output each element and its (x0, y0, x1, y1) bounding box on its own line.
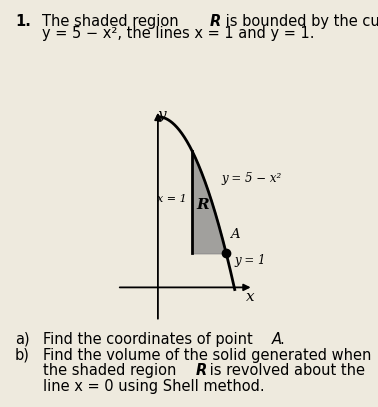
Text: R: R (197, 199, 209, 212)
Text: The shaded region: The shaded region (42, 14, 183, 29)
Text: x = 1: x = 1 (157, 194, 187, 204)
Text: y = 1: y = 1 (235, 254, 266, 267)
Text: R: R (210, 14, 221, 29)
Text: 1.: 1. (15, 14, 31, 29)
Text: is revolved about the: is revolved about the (205, 363, 365, 379)
Text: R: R (195, 363, 207, 379)
Text: is bounded by the curve: is bounded by the curve (221, 14, 378, 29)
Text: a): a) (15, 332, 30, 347)
Text: y: y (158, 108, 167, 122)
Text: the shaded region: the shaded region (43, 363, 181, 379)
Text: Find the volume of the solid generated when: Find the volume of the solid generated w… (43, 348, 372, 363)
Text: A: A (230, 228, 240, 241)
Text: b): b) (15, 348, 30, 363)
Text: y = 5 − x², the lines x = 1 and y = 1.: y = 5 − x², the lines x = 1 and y = 1. (42, 26, 314, 42)
Text: line x = 0 using Shell method.: line x = 0 using Shell method. (43, 379, 265, 394)
Text: .: . (280, 332, 285, 347)
Text: y = 5 − x²: y = 5 − x² (221, 172, 281, 185)
Text: Find the coordinates of point: Find the coordinates of point (43, 332, 258, 347)
Text: A: A (272, 332, 282, 347)
Text: x: x (246, 290, 255, 304)
